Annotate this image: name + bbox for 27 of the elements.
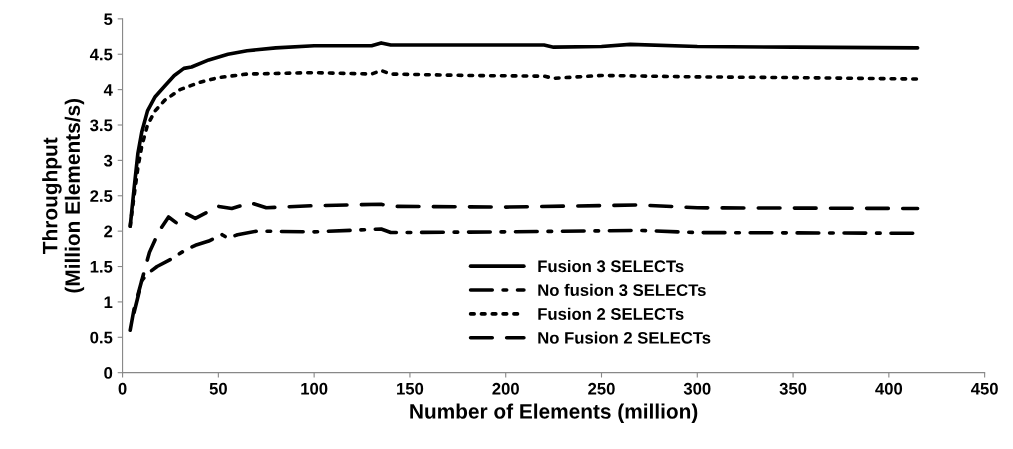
x-tick-label: 0 [118,382,127,395]
y-tick-label: 1 [104,296,113,308]
y-tick-label: 1.5 [90,261,113,273]
y-tick-label: 2 [104,225,113,238]
y-tick-label: 4 [103,84,113,96]
y-tick-label: 5 [104,13,113,26]
y-tick-label: 3.5 [90,119,113,132]
x-tick-label: 200 [492,382,519,395]
legend-label: Fusion 3 SELECTs [538,259,684,273]
x-tick-label: 350 [779,382,807,395]
x-tick-label: 150 [397,382,424,395]
legend-label: No fusion 3 SELECTs [538,283,706,297]
legend-label: Fusion 2 SELECTs [538,307,684,320]
y-axis-title: Throughput (Million Elements/s) [42,98,85,293]
x-tick-label: 250 [588,382,615,395]
y-tick-label: 0 [104,367,113,379]
x-axis-title: Number of Elements (million) [410,403,698,423]
x-tick-label: 300 [683,382,711,395]
x-tick-label: 100 [301,382,328,395]
x-tick-label: 50 [209,382,227,395]
x-tick-label: 450 [970,382,998,395]
y-tick-label: 3 [103,154,113,167]
y-tick-label: 4.5 [89,48,113,61]
y-tick-label: 2.5 [90,190,113,202]
y-tick-label: 0.5 [90,331,113,344]
x-tick-label: 400 [875,382,903,395]
legend-label: No Fusion 2 SELECTs [538,331,711,344]
